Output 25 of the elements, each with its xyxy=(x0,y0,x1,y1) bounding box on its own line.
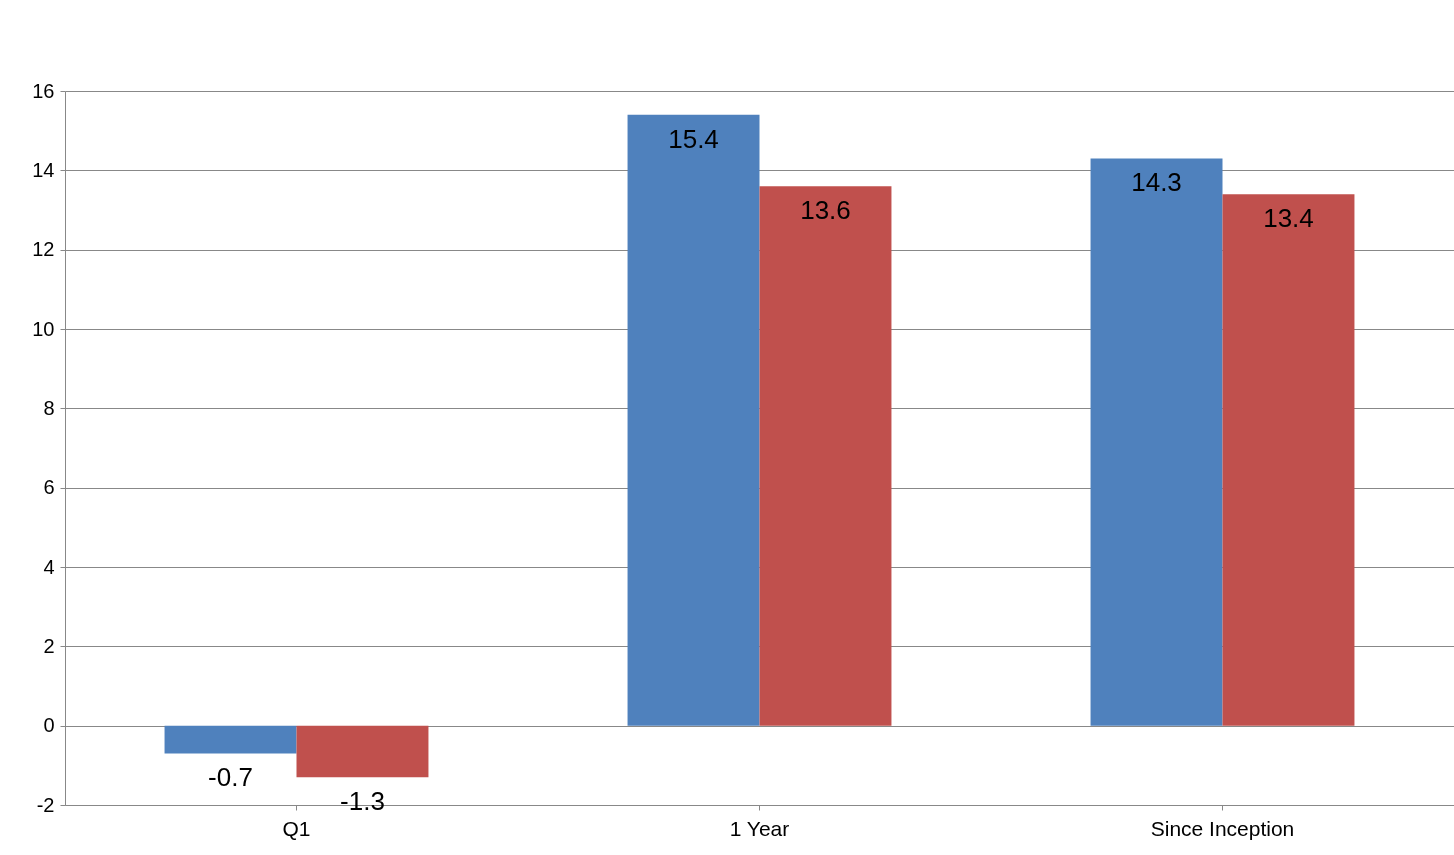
data-label: 13.4 xyxy=(1263,203,1314,234)
y-tick-label: 10 xyxy=(32,317,55,340)
y-tick-label: 14 xyxy=(32,158,55,181)
bar xyxy=(1090,158,1223,726)
bar xyxy=(296,725,429,778)
y-tick-label: 0 xyxy=(43,714,55,737)
bar xyxy=(164,725,297,754)
data-label: 15.4 xyxy=(668,123,719,154)
data-label: -1.3 xyxy=(340,786,385,817)
y-tick-label: -2 xyxy=(36,793,55,816)
x-tick-label: 1 Year xyxy=(729,816,790,840)
data-label: -0.7 xyxy=(208,762,253,793)
data-label: 13.6 xyxy=(800,195,851,226)
x-tick-label: Since Inception xyxy=(1150,816,1295,840)
data-label: 14.3 xyxy=(1131,167,1182,198)
y-tick-label: 8 xyxy=(43,396,55,419)
x-tick-label: Q1 xyxy=(282,816,311,840)
y-tick-label: 12 xyxy=(32,238,55,261)
bar xyxy=(627,114,760,726)
bar xyxy=(1222,194,1355,726)
y-tick-label: 4 xyxy=(43,555,55,578)
y-tick-label: 16 xyxy=(32,79,55,102)
y-tick-label: 2 xyxy=(43,634,55,657)
bar xyxy=(759,186,892,726)
y-tick-label: 6 xyxy=(43,476,55,499)
